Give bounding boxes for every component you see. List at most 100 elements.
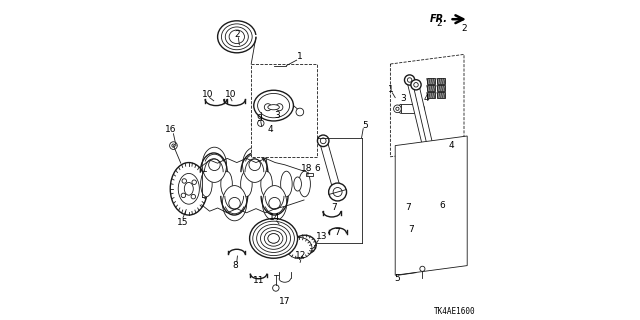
Ellipse shape xyxy=(280,171,292,197)
Circle shape xyxy=(396,107,399,110)
Bar xyxy=(401,104,416,113)
Circle shape xyxy=(181,193,186,198)
Ellipse shape xyxy=(300,241,310,249)
Circle shape xyxy=(209,159,220,171)
Text: 2: 2 xyxy=(462,24,467,33)
Text: 2: 2 xyxy=(436,19,442,28)
Circle shape xyxy=(431,161,438,169)
Text: 7: 7 xyxy=(405,203,410,212)
Text: 2: 2 xyxy=(234,30,239,39)
Circle shape xyxy=(249,159,260,171)
Ellipse shape xyxy=(293,235,316,254)
Text: 7: 7 xyxy=(334,228,340,237)
Circle shape xyxy=(264,104,271,111)
Circle shape xyxy=(170,142,177,149)
Text: 4: 4 xyxy=(268,125,273,134)
Text: TK4AE1600: TK4AE1600 xyxy=(433,308,475,316)
Circle shape xyxy=(329,183,347,201)
Text: 3: 3 xyxy=(275,111,280,120)
Text: 10: 10 xyxy=(202,90,213,99)
Circle shape xyxy=(420,266,425,271)
Bar xyxy=(427,78,435,84)
Polygon shape xyxy=(407,79,431,161)
Text: FR.: FR. xyxy=(430,13,448,24)
Text: 13: 13 xyxy=(316,232,327,241)
Ellipse shape xyxy=(178,173,200,204)
Circle shape xyxy=(411,80,421,90)
Circle shape xyxy=(408,78,412,82)
Ellipse shape xyxy=(268,234,280,243)
Ellipse shape xyxy=(299,171,310,197)
Ellipse shape xyxy=(287,237,312,259)
Polygon shape xyxy=(390,54,464,157)
Ellipse shape xyxy=(223,186,247,221)
Text: 17: 17 xyxy=(279,297,291,306)
Text: 7: 7 xyxy=(332,203,337,212)
Text: 12: 12 xyxy=(295,252,307,260)
Ellipse shape xyxy=(184,182,193,195)
Polygon shape xyxy=(319,140,341,193)
Circle shape xyxy=(182,179,186,183)
Circle shape xyxy=(420,152,437,168)
Polygon shape xyxy=(396,136,467,275)
Bar xyxy=(306,173,313,176)
Ellipse shape xyxy=(268,105,280,110)
Text: 3: 3 xyxy=(401,94,406,103)
Circle shape xyxy=(269,197,280,209)
Circle shape xyxy=(229,197,241,209)
Text: 9: 9 xyxy=(257,114,262,123)
Circle shape xyxy=(273,285,279,291)
Circle shape xyxy=(394,105,401,113)
Text: 5: 5 xyxy=(362,121,367,130)
Ellipse shape xyxy=(241,171,252,197)
Circle shape xyxy=(417,105,425,113)
Ellipse shape xyxy=(221,171,232,197)
Text: 1: 1 xyxy=(297,52,303,61)
Circle shape xyxy=(258,120,264,126)
Circle shape xyxy=(321,138,326,144)
Text: 4: 4 xyxy=(449,141,454,150)
Ellipse shape xyxy=(170,163,207,215)
Ellipse shape xyxy=(261,171,273,197)
Circle shape xyxy=(333,188,342,196)
Circle shape xyxy=(172,144,175,147)
Ellipse shape xyxy=(262,186,287,221)
Text: 1: 1 xyxy=(388,85,393,94)
Ellipse shape xyxy=(201,171,212,197)
Text: 16: 16 xyxy=(166,125,177,134)
Circle shape xyxy=(192,180,196,184)
Text: 18: 18 xyxy=(301,164,313,173)
Ellipse shape xyxy=(294,177,301,191)
Circle shape xyxy=(276,104,283,111)
Bar xyxy=(251,64,317,157)
Text: 15: 15 xyxy=(177,218,189,227)
Text: 7: 7 xyxy=(409,225,414,234)
Bar xyxy=(437,78,445,84)
Circle shape xyxy=(317,135,329,147)
Circle shape xyxy=(426,156,443,173)
Text: 4: 4 xyxy=(424,94,429,103)
Bar xyxy=(437,92,445,98)
Text: 10: 10 xyxy=(225,90,236,99)
Text: 11: 11 xyxy=(253,276,264,285)
Text: 14: 14 xyxy=(269,213,280,222)
Ellipse shape xyxy=(243,147,267,182)
Ellipse shape xyxy=(202,147,227,182)
Text: 6: 6 xyxy=(440,201,445,210)
Circle shape xyxy=(419,107,422,110)
Ellipse shape xyxy=(218,21,256,53)
Text: 5: 5 xyxy=(394,274,399,283)
Bar xyxy=(427,92,435,98)
Text: 8: 8 xyxy=(233,261,238,270)
Circle shape xyxy=(414,83,419,87)
Circle shape xyxy=(425,156,433,164)
Ellipse shape xyxy=(250,219,298,258)
Ellipse shape xyxy=(258,93,290,118)
Bar xyxy=(437,85,445,91)
Circle shape xyxy=(191,195,196,199)
Circle shape xyxy=(404,75,415,85)
Ellipse shape xyxy=(414,104,418,113)
Circle shape xyxy=(296,108,304,116)
Ellipse shape xyxy=(399,104,403,113)
Ellipse shape xyxy=(254,90,293,121)
